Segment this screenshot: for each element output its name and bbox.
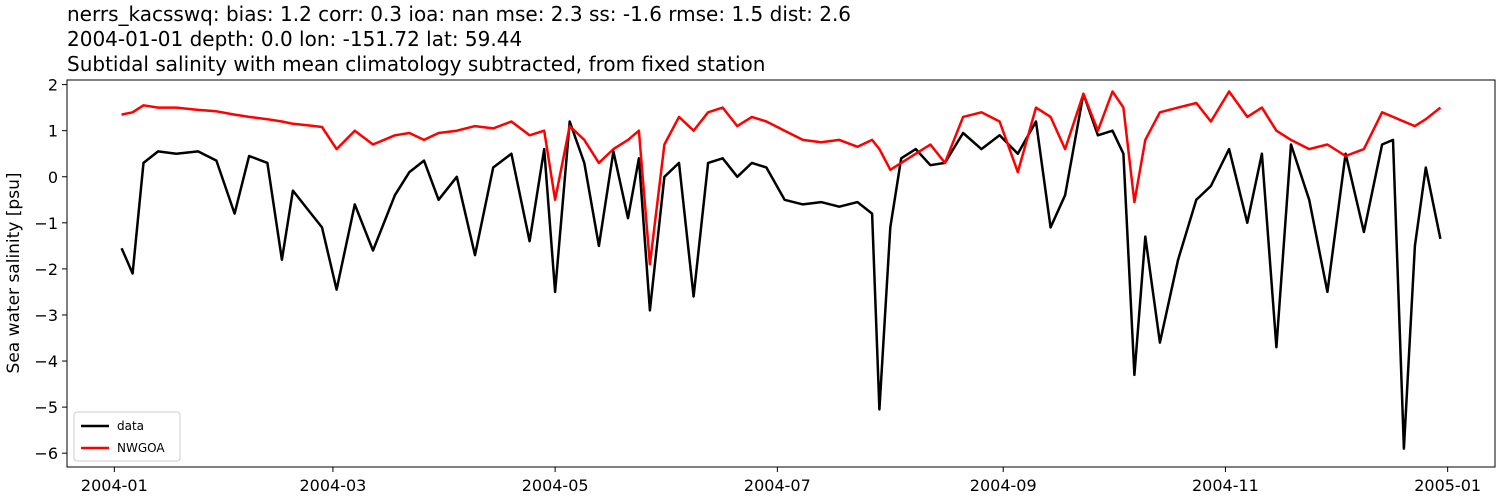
legend-label-nwgoa: NWGOA — [117, 441, 165, 455]
y-tick-label: 1 — [48, 122, 58, 141]
x-tick-label: 2004-07 — [744, 476, 811, 495]
y-tick-label: −3 — [34, 306, 58, 325]
plot-frame — [66, 79, 1496, 468]
x-tick-label: 2004-09 — [970, 476, 1037, 495]
y-tick-label: −1 — [34, 214, 58, 233]
y-tick-label: 2 — [48, 76, 58, 95]
series-line-nwgoa — [121, 90, 1442, 266]
y-tick-label: −5 — [34, 398, 58, 417]
y-axis-label: Sea water salinity [psu] — [4, 173, 24, 374]
x-tick-label: 2004-05 — [522, 476, 589, 495]
x-axis: 2004-01 2004-03 2004-05 2004-07 2004-09 2004-… — [81, 467, 1481, 495]
series-layer — [120, 90, 1442, 450]
y-tick-label: −2 — [34, 260, 58, 279]
x-tick-label: 2004-11 — [1192, 476, 1259, 495]
title-metrics-line: nerrs_kacsswq: bias: 1.2 corr: 0.3 ioa: … — [67, 2, 852, 26]
chart-title: nerrs_kacsswq: bias: 1.2 corr: 0.3 ioa: … — [67, 2, 851, 77]
legend: data NWGOA — [73, 411, 181, 462]
title-station-line: 2004-01-01 depth: 0.0 lon: -151.72 lat: … — [67, 27, 523, 51]
y-tick-label: −6 — [34, 444, 58, 463]
y-axis: 2 1 0 −1 −2 −3 −4 −5 −6 — [34, 76, 67, 463]
x-tick-label: 2004-01 — [81, 476, 148, 495]
y-tick-label: −4 — [34, 352, 58, 371]
x-tick-label: 2004-03 — [299, 476, 366, 495]
x-tick-label: 2005-01 — [1414, 476, 1481, 495]
title-description-line: Subtidal salinity with mean climatology … — [67, 52, 766, 76]
y-tick-label: 0 — [48, 168, 58, 187]
series-line-data — [120, 92, 1442, 450]
legend-label-data: data — [117, 419, 144, 433]
